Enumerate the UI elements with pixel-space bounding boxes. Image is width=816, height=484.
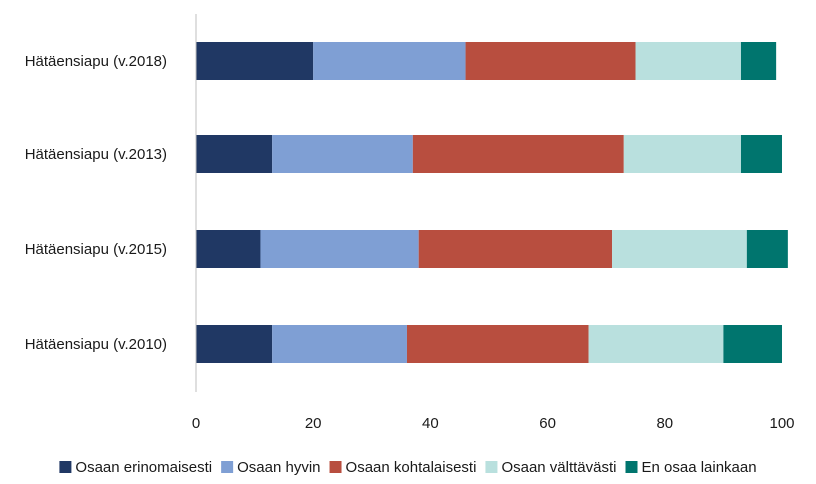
- bar-segment: [612, 230, 747, 268]
- legend: Osaan erinomaisesti Osaan hyvin Osaan koht…: [59, 459, 757, 476]
- x-tick-label: 100: [769, 415, 794, 432]
- bar-segment: [406, 325, 589, 363]
- category-labels: Hätäensiapu (v.2018) Hätäensiapu (v.2013)…: [25, 53, 167, 353]
- legend-swatch: [329, 461, 342, 473]
- legend-label: Osaan hyvin: [237, 459, 320, 476]
- legend-label: Osaan kohtalaisesti: [346, 459, 477, 476]
- legend-label: Osaan erinomaisesti: [75, 459, 212, 476]
- legend-item: En osaa lainkaan: [625, 459, 757, 476]
- bar-segment: [260, 230, 419, 268]
- legend-item: Osaan hyvin: [221, 459, 321, 476]
- legend-item: Osaan kohtalaisesti: [329, 459, 477, 476]
- bars: [196, 42, 788, 363]
- bar-segment: [272, 135, 413, 173]
- x-tick-label: 20: [305, 415, 322, 432]
- bar-segment: [740, 42, 777, 80]
- x-tick-label: 60: [539, 415, 556, 432]
- bar-segment: [623, 135, 741, 173]
- x-tick-label: 80: [656, 415, 673, 432]
- legend-swatch: [625, 461, 638, 473]
- bar-segment: [723, 325, 782, 363]
- legend-swatch: [59, 461, 72, 473]
- x-tick-label: 40: [422, 415, 439, 432]
- legend-label: Osaan välttävästi: [501, 459, 616, 476]
- bar-segment: [196, 325, 273, 363]
- category-label: Hätäensiapu (v.2013): [25, 146, 167, 163]
- bar-segment: [196, 135, 273, 173]
- legend-item: Osaan välttävästi: [485, 459, 617, 476]
- bar-segment: [588, 325, 724, 363]
- category-label: Hätäensiapu (v.2018): [25, 53, 167, 70]
- bar-segment: [412, 135, 624, 173]
- bar-segment: [196, 42, 314, 80]
- bar-segment: [313, 42, 466, 80]
- bar-segment: [418, 230, 613, 268]
- category-label: Hätäensiapu (v.2010): [25, 336, 167, 353]
- x-tick-labels: 0 20 40 60 80 100: [192, 415, 795, 432]
- bar-segment: [635, 42, 741, 80]
- bar-segment: [196, 230, 261, 268]
- legend-swatch: [485, 461, 498, 473]
- bar-segment: [272, 325, 407, 363]
- bar-segment: [465, 42, 636, 80]
- legend-item: Osaan erinomaisesti: [59, 459, 212, 476]
- legend-swatch: [221, 461, 234, 473]
- x-tick-label: 0: [192, 415, 200, 432]
- category-label: Hätäensiapu (v.2015): [25, 241, 167, 258]
- legend-label: En osaa lainkaan: [642, 459, 757, 476]
- bar-segment: [746, 230, 788, 268]
- bar-segment: [740, 135, 782, 173]
